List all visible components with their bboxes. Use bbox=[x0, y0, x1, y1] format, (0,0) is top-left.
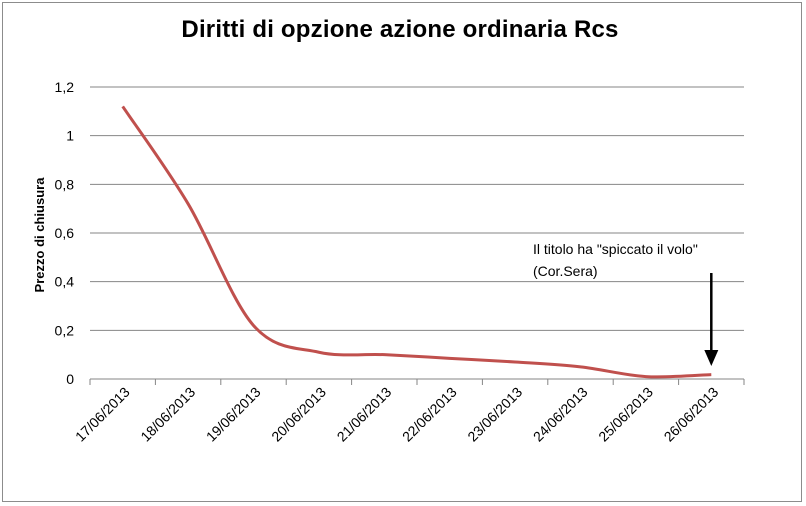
y-tick-label: 0,8 bbox=[55, 176, 75, 192]
arrow-head bbox=[704, 350, 719, 366]
y-tick-label: 1,2 bbox=[55, 79, 75, 95]
x-axis-tick-labels: 17/06/2013 18/06/2013 19/06/2013 20/06/2013… bbox=[72, 379, 745, 445]
x-tick-label: 25/06/2013 bbox=[595, 384, 656, 445]
x-tick-label: 22/06/2013 bbox=[399, 384, 460, 445]
y-tick-label: 0,4 bbox=[55, 274, 75, 290]
annotation-arrow bbox=[704, 273, 719, 366]
chart-title: Diritti di opzione azione ordinaria Rcs bbox=[181, 16, 619, 43]
x-tick-label: 21/06/2013 bbox=[334, 384, 395, 445]
annotation-source: (Cor.Sera) bbox=[533, 263, 598, 279]
series-line bbox=[121, 105, 712, 379]
y-tick-label: 1 bbox=[66, 128, 74, 144]
gridlines bbox=[90, 86, 744, 331]
x-tick-label: 23/06/2013 bbox=[464, 384, 525, 445]
annotation-text: Il titolo ha "spiccato il volo" bbox=[533, 241, 698, 257]
x-tick-label: 20/06/2013 bbox=[268, 384, 329, 445]
x-tick-label: 26/06/2013 bbox=[661, 384, 722, 445]
x-tick-label: 18/06/2013 bbox=[137, 384, 198, 445]
x-tick-label: 19/06/2013 bbox=[203, 384, 264, 445]
y-axis-label: Prezzo di chiusura bbox=[32, 177, 47, 293]
x-tick-label: 17/06/2013 bbox=[72, 384, 133, 445]
y-tick-label: 0 bbox=[66, 371, 74, 387]
y-tick-label: 0,6 bbox=[55, 225, 75, 241]
x-tick-label: 24/06/2013 bbox=[530, 384, 591, 445]
y-tick-label: 0,2 bbox=[55, 322, 75, 338]
y-axis-tick-labels: 0 0,2 0,4 0,6 0,8 1 1,2 bbox=[55, 79, 75, 387]
